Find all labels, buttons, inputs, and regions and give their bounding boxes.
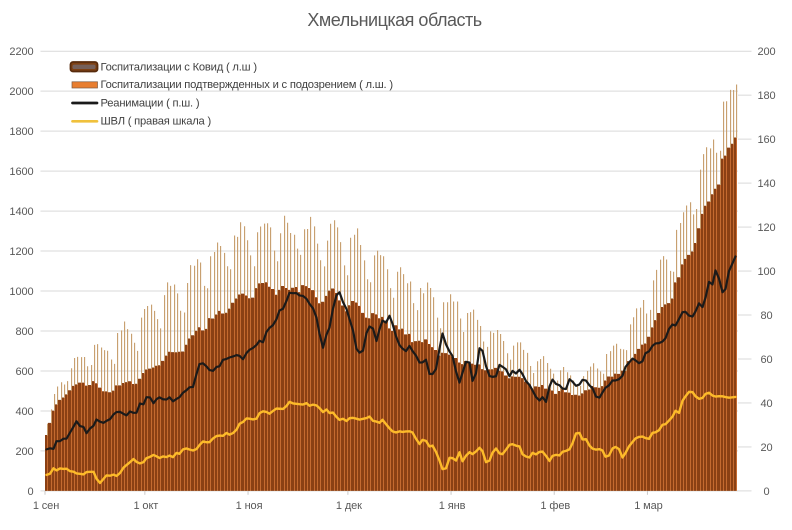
svg-text:600: 600: [15, 366, 33, 378]
svg-text:Реанимации ( п.ш. ): Реанимации ( п.ш. ): [101, 97, 200, 109]
svg-text:800: 800: [15, 326, 33, 338]
svg-text:1 сен: 1 сен: [33, 500, 59, 512]
svg-text:1400: 1400: [9, 206, 33, 218]
svg-text:1200: 1200: [9, 246, 33, 258]
svg-text:ШВЛ ( правая шкала ): ШВЛ ( правая шкала ): [101, 116, 212, 128]
svg-text:1600: 1600: [9, 166, 33, 178]
svg-text:2000: 2000: [9, 86, 33, 98]
svg-text:1 янв: 1 янв: [439, 500, 466, 512]
svg-text:0: 0: [27, 486, 33, 498]
svg-text:Госпитализации с Ковид ( л.ш ): Госпитализации с Ковид ( л.ш ): [101, 62, 258, 74]
svg-text:200: 200: [757, 46, 775, 58]
svg-text:40: 40: [760, 398, 772, 410]
svg-text:1 фев: 1 фев: [540, 500, 570, 512]
svg-text:1000: 1000: [9, 286, 33, 298]
svg-text:180: 180: [757, 90, 775, 102]
svg-text:140: 140: [757, 178, 775, 190]
svg-text:1800: 1800: [9, 126, 33, 138]
svg-text:120: 120: [757, 222, 775, 234]
svg-text:200: 200: [15, 446, 33, 458]
svg-text:Хмельницкая область: Хмельницкая область: [307, 10, 481, 30]
svg-text:1 мар: 1 мар: [634, 500, 662, 512]
svg-text:2200: 2200: [9, 46, 33, 58]
svg-text:0: 0: [763, 486, 769, 498]
svg-text:1 окт: 1 окт: [133, 500, 158, 512]
svg-text:80: 80: [760, 310, 772, 322]
svg-text:60: 60: [760, 354, 772, 366]
svg-text:1 ноя: 1 ноя: [236, 500, 263, 512]
svg-text:20: 20: [760, 442, 772, 454]
svg-text:1 дек: 1 дек: [336, 500, 362, 512]
svg-text:400: 400: [15, 406, 33, 418]
svg-text:160: 160: [757, 134, 775, 146]
svg-text:100: 100: [757, 266, 775, 278]
svg-text:Госпитализации подтвержденных: Госпитализации подтвержденных и с подозр…: [101, 79, 394, 91]
